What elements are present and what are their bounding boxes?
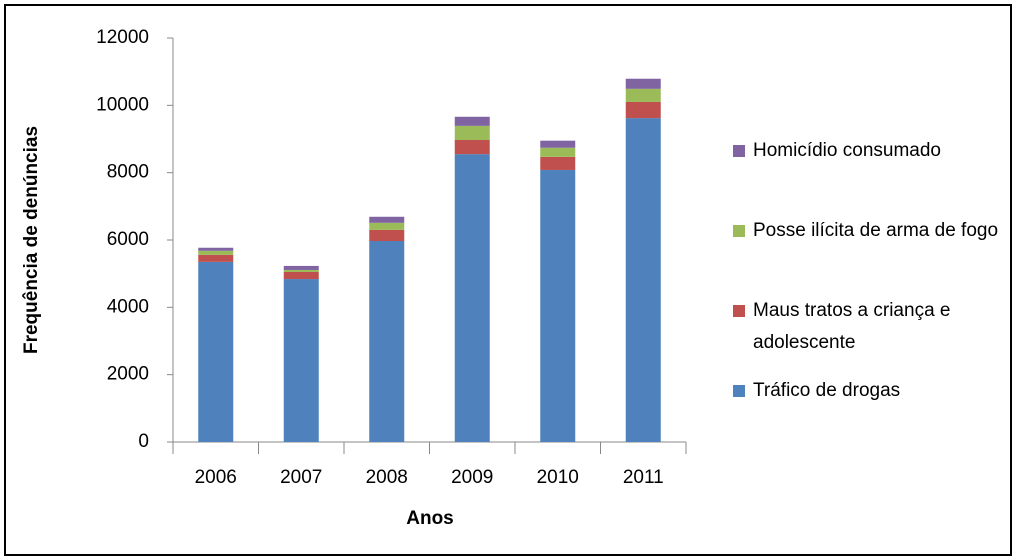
bar-segment bbox=[625, 118, 661, 443]
x-tick-label: 2009 bbox=[451, 467, 493, 488]
x-tick-label: 2008 bbox=[366, 467, 408, 488]
legend-label: Tráfico de drogas bbox=[753, 380, 901, 401]
bar-segment bbox=[283, 279, 319, 442]
y-tick-label: 8000 bbox=[107, 162, 149, 183]
bar-segment bbox=[198, 247, 234, 251]
bar-segment bbox=[454, 140, 490, 155]
legend-item: Maus tratos a criança e adolescente bbox=[733, 295, 1008, 359]
x-tick-label: 2011 bbox=[623, 467, 664, 488]
bar-segment bbox=[454, 154, 490, 442]
legend-swatch bbox=[733, 305, 745, 317]
y-tick-label: 10000 bbox=[96, 94, 149, 115]
bar-segment bbox=[540, 156, 576, 170]
bar-segment bbox=[540, 147, 576, 157]
y-tick-label: 4000 bbox=[107, 296, 149, 317]
bar-segment bbox=[625, 101, 661, 119]
bar-segment bbox=[369, 216, 405, 223]
x-tick-label: 2010 bbox=[537, 467, 579, 488]
y-axis-title: Frequência de denúncias bbox=[21, 126, 42, 354]
legend-item: Homicídio consumado bbox=[733, 135, 1008, 167]
bar-segment bbox=[454, 116, 490, 126]
bar-segment bbox=[283, 269, 319, 272]
legend-swatch bbox=[733, 145, 745, 157]
bar-segment bbox=[283, 271, 319, 280]
legend-label: Homicídio consumado bbox=[753, 140, 941, 161]
bar-segment bbox=[198, 250, 234, 255]
bar-segment bbox=[198, 261, 234, 442]
x-axis-title: Anos bbox=[406, 508, 454, 529]
bar-segment bbox=[625, 78, 661, 89]
bar-segment bbox=[540, 140, 576, 148]
frame bbox=[4, 4, 1012, 556]
x-tick-label: 2006 bbox=[195, 467, 237, 488]
bar-segment bbox=[369, 222, 405, 230]
bar-segment bbox=[625, 88, 661, 102]
bar-segment bbox=[369, 241, 405, 442]
legend-swatch bbox=[733, 385, 745, 397]
bar-segment bbox=[369, 229, 405, 242]
legend-swatch bbox=[733, 225, 745, 237]
y-tick-label: 6000 bbox=[107, 229, 149, 250]
y-tick-label: 12000 bbox=[96, 27, 149, 48]
legend-label: Maus tratos a criança e adolescente bbox=[753, 300, 951, 353]
legend-item: Posse ilícita de arma de fogo bbox=[733, 215, 1008, 247]
bar-segment bbox=[283, 265, 319, 270]
x-tick-label: 2007 bbox=[280, 467, 322, 488]
legend-item: Tráfico de drogas bbox=[733, 375, 1008, 407]
legend-label: Posse ilícita de arma de fogo bbox=[753, 220, 999, 241]
bar-segment bbox=[454, 125, 490, 141]
y-tick-label: 0 bbox=[138, 431, 149, 452]
bar-segment bbox=[198, 254, 234, 262]
y-tick-label: 2000 bbox=[107, 364, 149, 385]
bar-segment bbox=[540, 169, 576, 442]
